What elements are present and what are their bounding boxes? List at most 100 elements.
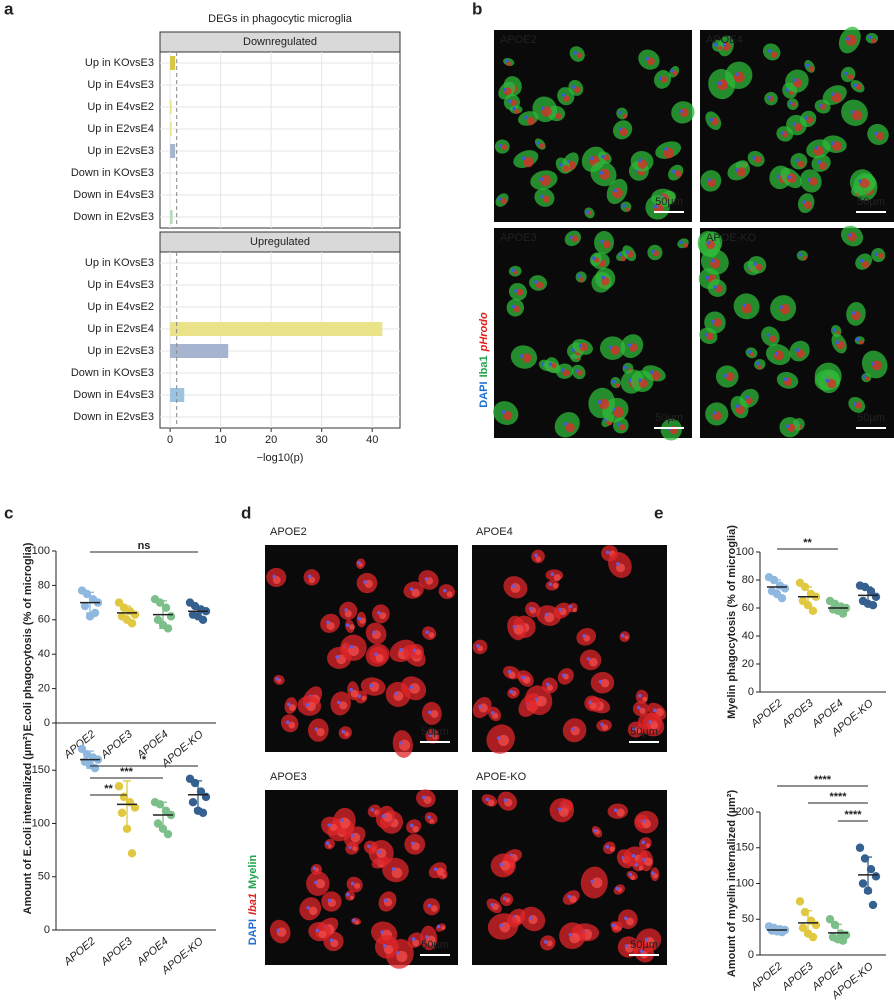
cell-core xyxy=(430,710,439,718)
nucleus xyxy=(409,587,414,591)
nucleus xyxy=(374,652,379,657)
nucleus xyxy=(830,141,835,145)
nucleus xyxy=(653,708,657,713)
cell-core xyxy=(552,582,559,589)
nucleus xyxy=(615,886,620,891)
cell-core xyxy=(876,132,885,141)
nucleus xyxy=(779,305,783,309)
cell-core xyxy=(350,689,359,698)
cell-core xyxy=(855,401,863,409)
cell-core xyxy=(571,235,579,242)
nucleus xyxy=(617,422,621,427)
cell-core xyxy=(349,895,354,900)
nucleus xyxy=(651,249,655,254)
y-tick-label: 100 xyxy=(32,545,50,557)
nucleus xyxy=(795,158,799,163)
y-tick-label: 50 xyxy=(38,871,50,883)
cell-core xyxy=(569,932,581,944)
cell-core xyxy=(612,406,624,418)
data-point xyxy=(196,787,206,796)
cell-core xyxy=(379,612,387,620)
cell-core xyxy=(361,695,367,701)
category-label: Down in E4vsE3 xyxy=(73,389,154,401)
y-tick-label: 200 xyxy=(736,806,754,818)
nucleus xyxy=(521,675,526,680)
nucleus xyxy=(638,158,642,163)
cell-core xyxy=(429,818,435,824)
cell xyxy=(871,248,886,263)
bar xyxy=(170,144,176,158)
cell-core xyxy=(315,878,326,889)
panel xyxy=(159,51,401,229)
x-tick-label: 30 xyxy=(316,434,328,446)
cell-core xyxy=(576,52,583,59)
nucleus xyxy=(850,109,855,114)
cell-core xyxy=(425,935,436,946)
nucleus xyxy=(624,944,629,948)
nucleus xyxy=(858,179,863,184)
cell-core xyxy=(376,848,387,859)
cell-core xyxy=(852,110,863,121)
nucleus xyxy=(735,404,740,408)
nucleus xyxy=(747,350,752,354)
nucleus xyxy=(653,204,658,209)
y-tick-label: 100 xyxy=(32,817,50,829)
cell-core xyxy=(660,76,668,83)
nucleus xyxy=(868,35,872,40)
image-label: APOE4 xyxy=(706,34,743,46)
stain-name: Myelin xyxy=(247,854,259,889)
nucleus xyxy=(478,704,482,709)
x-tick-label: APOE3 xyxy=(98,728,135,762)
cell-core xyxy=(522,353,532,363)
nucleus xyxy=(377,611,381,615)
scale-bar-label: 50µm xyxy=(655,196,683,208)
cell-core xyxy=(562,95,570,103)
cell-core xyxy=(510,99,517,107)
significance-label: * xyxy=(142,754,147,766)
cell-core xyxy=(555,112,562,120)
nucleus xyxy=(503,798,508,803)
cell-core xyxy=(432,733,438,740)
nucleus xyxy=(624,916,628,921)
category-label: Up in E4vsE2 xyxy=(87,101,154,113)
significance-label: **** xyxy=(829,791,847,803)
category-label: Down in KOvsE3 xyxy=(71,167,154,179)
data-point xyxy=(858,879,868,888)
nucleus xyxy=(638,693,642,698)
nucleus xyxy=(356,560,361,565)
nucleus xyxy=(774,351,779,356)
y-tick-label: 50 xyxy=(742,913,754,925)
nucleus xyxy=(306,905,311,910)
nucleus xyxy=(844,71,848,76)
stain-name: Iba1 xyxy=(478,355,490,377)
cell-core xyxy=(642,696,648,702)
cell-core xyxy=(622,113,628,119)
nucleus xyxy=(512,106,516,111)
cell-core xyxy=(589,657,598,667)
category-label: Up in E4vsE2 xyxy=(87,301,154,313)
nucleus xyxy=(307,574,312,579)
nucleus xyxy=(341,729,346,734)
category-label: Down in E2vsE3 xyxy=(73,211,154,223)
cell-core xyxy=(757,364,763,370)
cell-core xyxy=(610,345,620,355)
cell-core xyxy=(535,695,547,707)
cell-core xyxy=(717,45,723,51)
nucleus xyxy=(818,103,823,108)
cell xyxy=(424,812,438,825)
cell-core xyxy=(428,632,435,639)
cell-core xyxy=(755,263,763,271)
nucleus xyxy=(599,170,604,175)
nucleus xyxy=(793,78,797,82)
nucleus xyxy=(625,250,630,255)
cell-core xyxy=(355,920,360,925)
cell-core xyxy=(574,86,581,94)
category-label: Up in E4vsE3 xyxy=(87,279,154,291)
nucleus xyxy=(852,402,857,406)
nucleus xyxy=(377,849,381,854)
nucleus xyxy=(499,862,504,867)
nucleus xyxy=(855,337,860,342)
cell-core xyxy=(639,707,646,714)
